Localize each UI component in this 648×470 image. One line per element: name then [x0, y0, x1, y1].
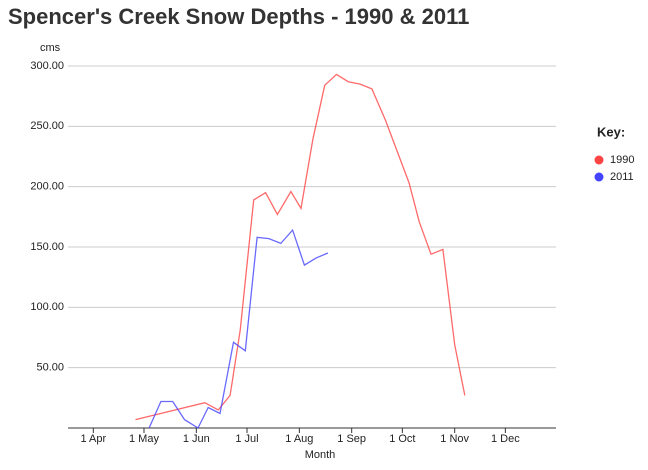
- legend-label: 2011: [610, 171, 634, 183]
- y-axis-label: cms: [40, 42, 61, 54]
- y-tick-label: 200.00: [30, 181, 64, 193]
- y-tick-label: 50.00: [36, 362, 64, 374]
- y-tick-label: 150.00: [30, 241, 64, 253]
- x-tick-label: 1 May: [129, 433, 159, 445]
- series-line: [135, 73, 466, 421]
- legend-label: 1990: [610, 154, 634, 166]
- x-tick-label: 1 Dec: [491, 433, 520, 445]
- legend-marker: [594, 155, 604, 165]
- chart-title: Spencer's Creek Snow Depths - 1990 & 201…: [8, 4, 469, 29]
- y-tick-label: 250.00: [30, 120, 64, 132]
- y-tick-label: 100.00: [30, 301, 64, 313]
- x-tick-label: 1 Jul: [235, 433, 258, 445]
- legend-marker: [594, 172, 604, 182]
- y-tick-label: 300.00: [30, 60, 64, 72]
- x-tick-label: 1 Nov: [440, 433, 469, 445]
- x-tick-label: 1 Apr: [80, 433, 106, 445]
- series-line: [148, 228, 329, 429]
- x-tick-label: 1 Oct: [389, 433, 415, 445]
- x-tick-label: 1 Jun: [183, 433, 210, 445]
- x-axis-label: Month: [305, 449, 336, 461]
- legend-title: Key:: [597, 124, 625, 139]
- x-tick-label: 1 Sep: [337, 433, 366, 445]
- x-tick-label: 1 Aug: [285, 433, 313, 445]
